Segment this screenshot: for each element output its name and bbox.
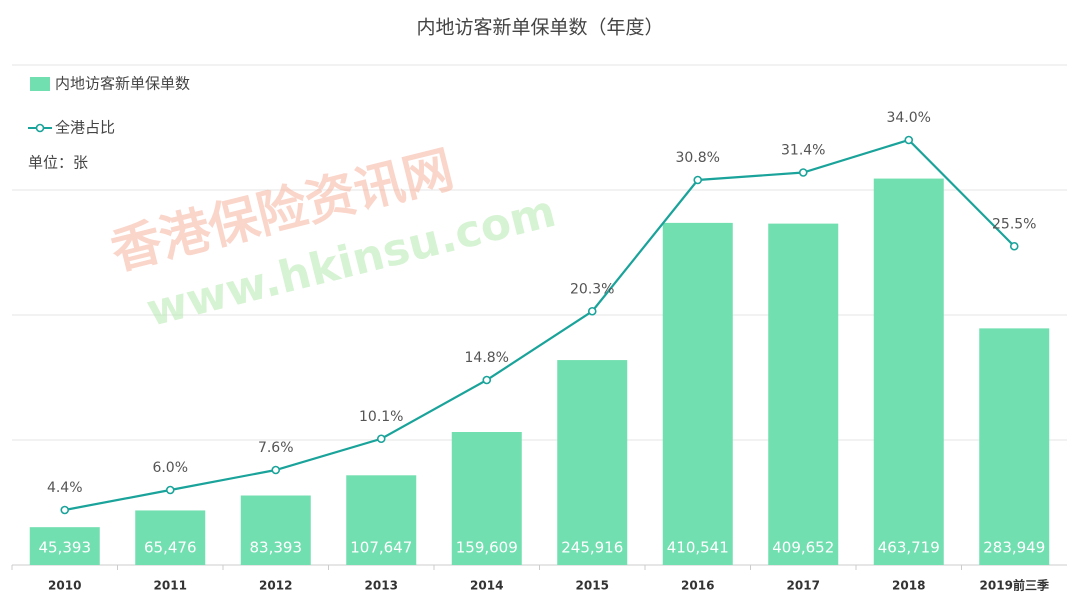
- bar: [240, 495, 311, 565]
- x-tick-label: 2014: [470, 579, 503, 593]
- x-tick-label: 2019前三季: [980, 578, 1050, 593]
- bar-value-label: 283,949: [983, 539, 1045, 557]
- line-point: [60, 505, 70, 515]
- bar-value-label: 107,647: [350, 539, 412, 557]
- legend-swatch: [35, 123, 45, 133]
- line-value-label: 6.0%: [152, 460, 188, 476]
- line-value-label: 10.1%: [359, 409, 403, 425]
- bar: [346, 475, 417, 565]
- x-tick-label: 2013: [365, 579, 398, 593]
- line-point: [798, 168, 808, 177]
- bar: [557, 360, 628, 565]
- line-point: [271, 465, 281, 475]
- x-tick-label: 2015: [576, 579, 609, 593]
- x-tick-label: 2017: [787, 579, 820, 593]
- line-point: [1009, 241, 1019, 251]
- bar-value-label: 83,393: [250, 539, 303, 557]
- bar-value-label: 159,609: [456, 539, 518, 557]
- line-value-label: 7.6%: [258, 440, 294, 456]
- x-tick-label: 2011: [154, 579, 187, 593]
- line-point: [376, 434, 386, 444]
- x-tick-label: 2016: [681, 579, 714, 593]
- chart-title: 内地访客新单保单数（年度）: [416, 17, 663, 39]
- line: [64, 138, 1016, 512]
- line-value-label: 4.4%: [47, 480, 83, 496]
- bar: [135, 510, 206, 565]
- bar: [873, 178, 944, 565]
- watermark: 香港保险资讯网 www.hkinsu.com: [105, 140, 560, 337]
- bar-value-label: 410,541: [667, 539, 729, 557]
- bar: [768, 223, 839, 565]
- line-value-label: 20.3%: [570, 281, 614, 297]
- legend-label: 全港占比: [55, 119, 115, 137]
- legend-swatch: [30, 77, 50, 91]
- bar-value-label: 245,916: [561, 539, 623, 557]
- bar-value-label: 45,393: [39, 539, 92, 557]
- line-value-label: 25.5%: [992, 216, 1036, 232]
- legend-label: 内地访客新单保单数: [55, 75, 190, 93]
- bar: [451, 431, 522, 565]
- line-value-label: 31.4%: [781, 143, 825, 159]
- bar-value-label: 463,719: [878, 539, 940, 557]
- line-value-label: 30.8%: [676, 150, 720, 166]
- bar: [29, 527, 100, 565]
- line-value-label: 14.8%: [465, 350, 509, 366]
- x-tick-label: 2012: [259, 579, 292, 593]
- line-point: [587, 306, 597, 316]
- line-point: [482, 375, 492, 385]
- line-value-label: 34.0%: [887, 110, 931, 126]
- x-tick-label: 2018: [892, 579, 925, 593]
- bar-value-label: 65,476: [144, 539, 197, 557]
- bar: [662, 222, 733, 565]
- x-tick-label: 2010: [48, 579, 81, 593]
- bar: [979, 328, 1050, 565]
- unit-note: 单位：张: [28, 154, 88, 172]
- line-point: [165, 485, 175, 495]
- line-point: [904, 135, 914, 145]
- line-point: [693, 175, 703, 185]
- bar-value-label: 409,652: [772, 539, 834, 557]
